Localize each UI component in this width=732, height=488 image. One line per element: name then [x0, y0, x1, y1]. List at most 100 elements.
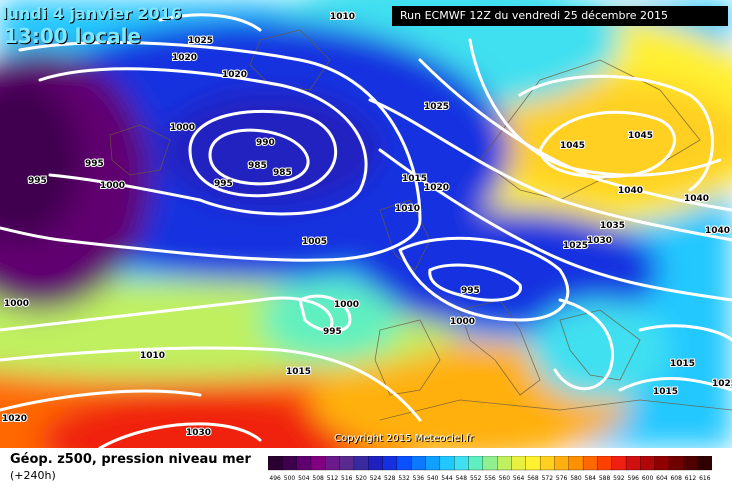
- color-scale-tick: 600: [642, 475, 654, 482]
- isobar-label: 1045: [628, 131, 653, 141]
- isobar-label: 1025: [563, 241, 588, 251]
- isobar-label: 1020: [2, 414, 27, 424]
- isobar-label: 1040: [705, 226, 730, 236]
- color-scale-tick: 580: [570, 475, 582, 482]
- isobar-label: 1010: [395, 204, 420, 214]
- color-scale-tick: 552: [470, 475, 482, 482]
- color-swatch: [597, 456, 613, 471]
- color-scale-tick: 504: [298, 475, 310, 482]
- color-scale-tick: 612: [685, 475, 697, 482]
- color-swatch: [468, 456, 484, 471]
- color-swatch: [611, 456, 627, 471]
- color-swatch: [654, 456, 670, 471]
- color-swatch: [539, 456, 556, 471]
- isobar-label: 995: [461, 286, 480, 296]
- color-swatch: [268, 456, 283, 471]
- isobar-label: 990: [256, 138, 275, 148]
- color-scale-tick: 556: [484, 475, 496, 482]
- isobar-label: 995: [28, 176, 47, 186]
- forecast-date: lundi 4 janvier 2016: [2, 4, 182, 23]
- isobar-labels: 1010 1025 1020 1020 1000 995 1000 995 990 985 985 9…: [1, 11, 732, 439]
- balkan-area: [530, 300, 670, 400]
- isobar-label: 1000: [100, 181, 125, 191]
- isobar-label: 1040: [684, 194, 709, 204]
- isobar-label: 1015: [402, 174, 427, 184]
- color-scale-tick: 520: [355, 475, 367, 482]
- color-scale-tick: 524: [370, 475, 382, 482]
- isobar-label: 1000: [4, 299, 29, 309]
- color-swatch: [368, 456, 384, 471]
- isobar-label: 1035: [600, 221, 625, 231]
- isobar-label: 1020: [424, 183, 449, 193]
- isobar-label: 1020: [222, 70, 247, 80]
- model-run-info: Run ECMWF 12Z du vendredi 25 décembre 20…: [392, 6, 728, 26]
- color-scale-tick: 584: [585, 475, 597, 482]
- isobar-label: 1040: [618, 186, 643, 196]
- color-swatch: [640, 456, 656, 471]
- color-swatch: [497, 456, 513, 471]
- color-swatch: [525, 456, 541, 471]
- color-scale-tick: 500: [284, 475, 296, 482]
- isobar-label: 1015: [653, 387, 678, 397]
- color-scale-tick: 564: [513, 475, 525, 482]
- color-scale-tick: 568: [527, 475, 539, 482]
- isobar-label: 985: [273, 168, 292, 178]
- isobar-label: 1020: [172, 53, 197, 63]
- isobar-label: 995: [323, 327, 342, 337]
- color-swatch: [582, 456, 599, 471]
- color-swatch: [554, 456, 570, 471]
- color-scale-tick: 548: [456, 475, 468, 482]
- color-scale-tick: 604: [656, 475, 668, 482]
- isobar-label: 1010: [330, 12, 355, 22]
- color-swatch: [339, 456, 355, 471]
- color-swatch: [325, 456, 341, 471]
- color-swatch: [411, 456, 427, 471]
- color-scale-tick: 588: [599, 475, 611, 482]
- iberian-low-area: [260, 280, 400, 360]
- isobar-label: 985: [248, 161, 267, 171]
- color-swatch: [482, 456, 498, 471]
- isobar-label: 1025: [424, 102, 449, 112]
- color-scale-bar: 496 500 504 508 512 516 520 524 528 532 536 540 544 5…: [268, 456, 712, 482]
- isobar-label: 1000: [450, 317, 475, 327]
- coastlines: [109, 29, 732, 421]
- color-swatch: [439, 456, 455, 471]
- weather-map: 1010 1025 1020 1020 1000 995 1000 995 990 985 985 9…: [0, 0, 732, 448]
- color-swatch: [425, 456, 441, 471]
- color-scale-tick: 496: [269, 475, 281, 482]
- color-swatch: [697, 456, 712, 471]
- color-swatch: [282, 456, 298, 471]
- isobar-label: 1030: [186, 428, 211, 438]
- color-scale-tick: 544: [441, 475, 453, 482]
- color-swatch: [568, 456, 584, 471]
- polar-core-area: [0, 80, 80, 240]
- color-swatch: [683, 456, 699, 471]
- isobar-label: 1005: [302, 237, 327, 247]
- color-swatch: [668, 456, 684, 471]
- isobar-label: 995: [85, 159, 104, 169]
- isobar-label: 1025: [188, 36, 213, 46]
- color-swatch: [511, 456, 527, 471]
- color-scale-tick: 616: [699, 475, 711, 482]
- warm-core-area: [490, 80, 732, 200]
- legend-title: Géop. z500, pression niveau mer: [10, 452, 251, 467]
- color-swatch: [310, 456, 326, 471]
- color-scale-tick: 528: [384, 475, 396, 482]
- isobar-label: 1010: [140, 351, 165, 361]
- color-scale-tick: 596: [628, 475, 640, 482]
- isobar-label: 995: [214, 179, 233, 189]
- isobar-label: 1000: [334, 300, 359, 310]
- copyright-notice: Copyright 2015 Meteociel.fr: [334, 433, 474, 444]
- color-scale-tick: 508: [312, 475, 324, 482]
- color-swatch: [353, 456, 369, 471]
- subtropical-core-area: [40, 390, 360, 448]
- color-scale-tick: 608: [670, 475, 682, 482]
- color-scale-tick: 516: [341, 475, 353, 482]
- isobar-label: 1030: [587, 236, 612, 246]
- low-centre-area: [160, 90, 380, 210]
- forecast-lead-time: (+240h): [10, 469, 56, 482]
- color-scale-tick: 536: [413, 475, 425, 482]
- color-scale-tick: 512: [327, 475, 339, 482]
- isobar-label: 1025: [712, 379, 732, 389]
